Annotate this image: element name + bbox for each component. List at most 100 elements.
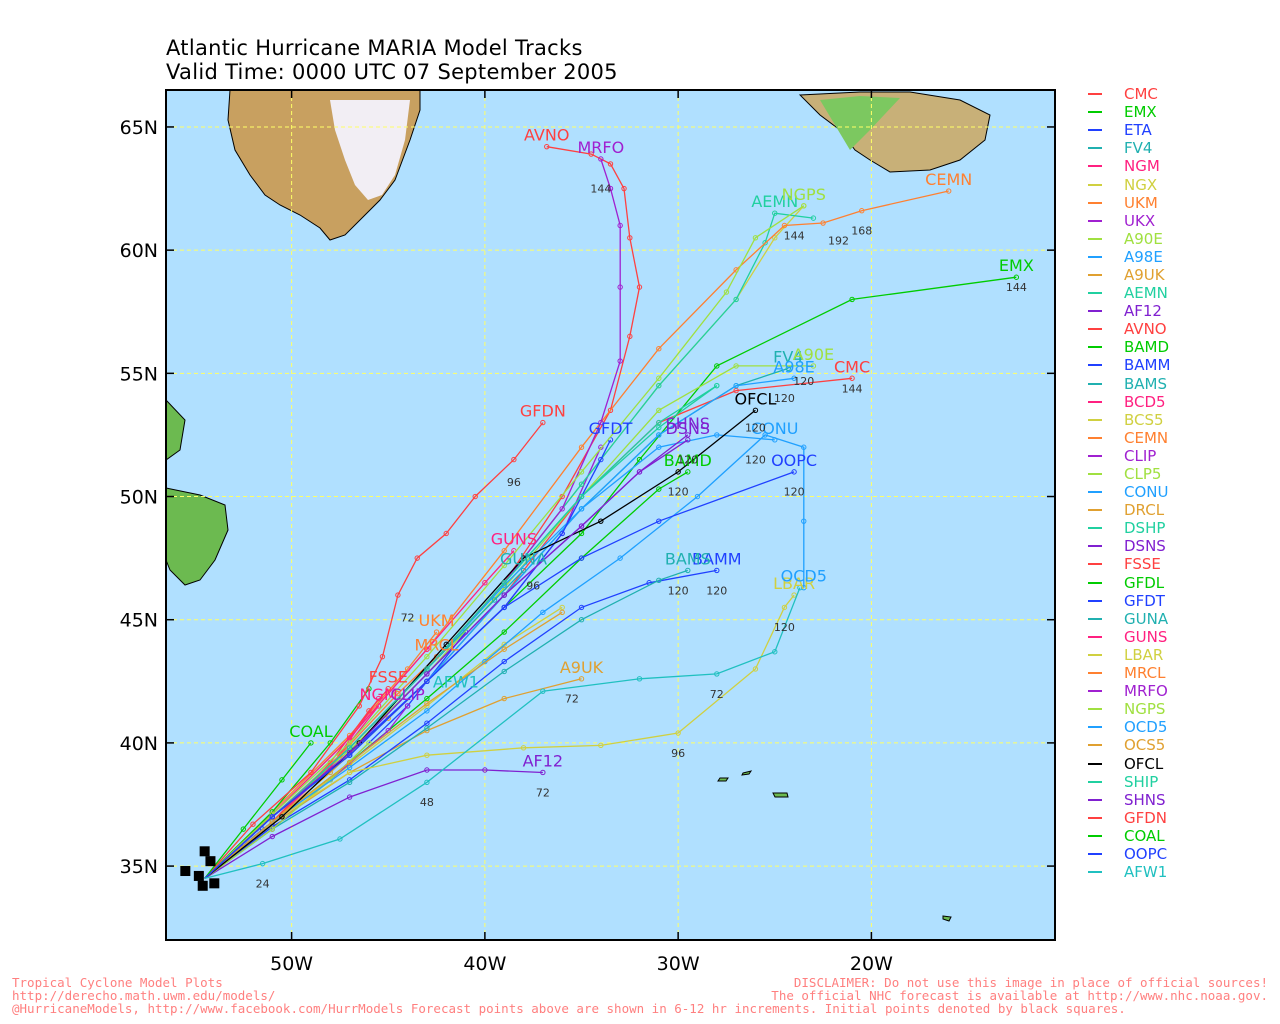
forecast-point-avno — [588, 151, 594, 157]
forecast-hour-label: 96 — [526, 579, 540, 592]
footer-credit-url[interactable]: http://derecho.math.uwm.edu/models/ — [12, 988, 276, 1003]
forecast-point-cmc — [849, 375, 855, 381]
forecast-point-af12 — [346, 794, 353, 800]
forecast-point-ocs5 — [346, 759, 353, 766]
legend-item-avno: AVNO — [1088, 320, 1278, 338]
track-label-dsns: DSNS — [665, 419, 710, 438]
legend-label: CEMN — [1124, 428, 1169, 447]
forecast-point-shns — [424, 671, 430, 677]
legend-item-ship: SHIP — [1088, 773, 1278, 791]
forecast-hour-label: 72 — [710, 688, 724, 701]
legend-swatch — [1088, 545, 1102, 548]
forecast-point-ocd5 — [424, 708, 430, 714]
legend-item-eta: ETA — [1088, 121, 1278, 139]
map-frame — [165, 89, 1056, 941]
lat-tick-label: 45N — [120, 610, 158, 632]
forecast-hour-label: 144 — [842, 382, 863, 395]
forecast-point-cemn — [781, 222, 788, 229]
legend-item-guns: GUNS — [1088, 628, 1278, 646]
track-label-oopc: OOPC — [771, 451, 817, 470]
forecast-point-ocd5 — [801, 444, 807, 450]
legend-label: SHIP — [1124, 772, 1159, 791]
legend-label: AFW1 — [1124, 863, 1168, 882]
forecast-point-ngps — [424, 653, 430, 660]
legend-item-ngm: NGM — [1088, 157, 1278, 175]
forecast-point-bamm — [424, 720, 430, 726]
map-title: Atlantic Hurricane MARIA Model Tracks — [166, 36, 583, 60]
legend-swatch — [1088, 237, 1102, 240]
forecast-point-ngps — [346, 740, 353, 746]
forecast-point-mrfo — [617, 222, 623, 229]
azores-2 — [741, 770, 753, 776]
legend-item-clp5: CLP5 — [1088, 465, 1278, 483]
forecast-point-ocd5 — [540, 609, 546, 616]
track-lbar — [204, 594, 795, 879]
forecast-point-ocs5 — [559, 609, 565, 616]
legend-label: CONU — [1124, 483, 1169, 502]
forecast-point-ocd5 — [801, 518, 807, 524]
forecast-point-clp5 — [366, 740, 372, 746]
iceland-lowland — [820, 96, 900, 150]
legend-label: A90E — [1124, 229, 1163, 248]
forecast-point-ngps — [723, 289, 730, 295]
legend-swatch — [1088, 219, 1102, 222]
legend-label: UKX — [1124, 211, 1156, 230]
legend-swatch — [1088, 617, 1102, 620]
forecast-point-a98e — [656, 432, 662, 438]
lon-tick-label: 30W — [657, 953, 700, 975]
track-gfdl — [204, 688, 370, 879]
legend-swatch — [1088, 798, 1102, 801]
legend-label: GUNS — [1124, 627, 1168, 646]
forecast-point-shns — [636, 469, 643, 475]
legend-item-bcd5: BCD5 — [1088, 393, 1278, 411]
legend-label: GFDL — [1124, 573, 1165, 592]
landmasses — [165, 89, 991, 922]
forecast-hour-label: 120 — [774, 392, 795, 405]
forecast-point-lbar — [346, 769, 353, 776]
legend-label: ETA — [1124, 121, 1152, 140]
forecast-hour-label: 48 — [420, 796, 434, 809]
lat-tick-label: 35N — [120, 856, 158, 878]
forecast-point-avno — [544, 143, 550, 150]
forecast-hour-label: 120 — [745, 454, 766, 467]
forecast-point-mrfo — [617, 358, 623, 364]
legend-label: DSHP — [1124, 519, 1166, 538]
forecast-hour-label: 144 — [1006, 281, 1027, 294]
legend-label: GFDN — [1124, 808, 1168, 827]
forecast-point-gfdn — [511, 456, 517, 463]
legend-swatch — [1088, 527, 1102, 530]
forecast-point-a90e — [656, 407, 662, 413]
legend-item-coal: COAL — [1088, 827, 1278, 845]
legend-label: CLIP — [1124, 446, 1157, 465]
track-label-bams: BAMS — [665, 549, 711, 568]
forecast-point-a98e — [733, 382, 739, 389]
legend-swatch — [1088, 255, 1102, 258]
forecast-point-emx — [714, 363, 720, 369]
forecast-point-ocd5 — [694, 493, 701, 500]
lon-tick-label: 40W — [463, 953, 506, 975]
track-label-afw1: AFW1 — [433, 673, 479, 692]
legend-swatch — [1088, 400, 1102, 403]
track-label-ngm: NGM — [360, 685, 398, 704]
forecast-point-oopc — [424, 678, 430, 685]
legend-label: CLP5 — [1124, 465, 1162, 484]
legend-swatch — [1088, 780, 1102, 783]
forecast-point-mrfo — [598, 419, 604, 426]
legend-swatch — [1088, 129, 1102, 132]
forecast-point-guna — [520, 567, 527, 574]
forecast-point-oopc — [656, 518, 662, 524]
legend-label: UKM — [1124, 193, 1158, 212]
forecast-point-fsse — [385, 685, 391, 692]
forecast-point-guns — [424, 646, 430, 652]
initial-position-square — [209, 878, 220, 889]
track-label-a9uk: A9UK — [560, 658, 604, 677]
legend-swatch — [1088, 165, 1102, 168]
forecast-point-ocd5 — [801, 584, 807, 591]
forecast-hour-label: 120 — [745, 422, 766, 435]
legend-label: BAMD — [1124, 338, 1170, 357]
forecast-point-oopc — [791, 469, 797, 475]
legend-label: BAMS — [1124, 374, 1168, 393]
forecast-point-ship — [346, 745, 353, 751]
track-ofcl — [204, 409, 756, 879]
track-label-emx: EMX — [999, 256, 1034, 275]
